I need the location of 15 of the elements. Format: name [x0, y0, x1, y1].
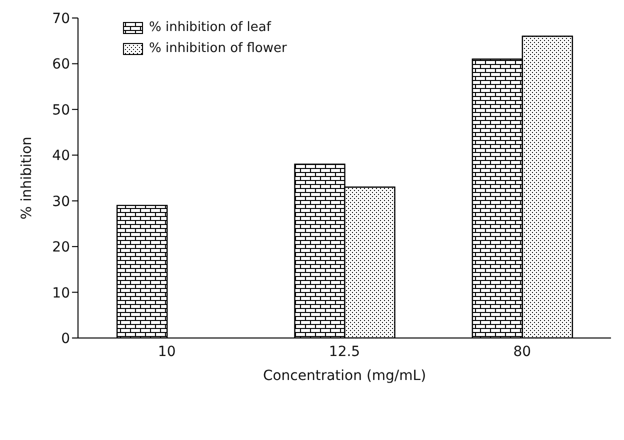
legend-label: % inhibition of flower	[149, 41, 287, 56]
x-tick-label: 80	[513, 344, 532, 360]
y-tick-label: 20	[52, 240, 70, 256]
y-tick-label: 10	[52, 285, 70, 302]
y-tick-label: 70	[52, 10, 70, 27]
x-tick-label: 12.5	[328, 344, 360, 360]
x-tick-label: 10	[158, 344, 176, 360]
y-tick-label: 0	[61, 330, 70, 347]
y-axis-title: % inhibition	[18, 136, 35, 220]
y-tick-label: 30	[52, 194, 70, 210]
legend-label: % inhibition of leaf	[149, 20, 271, 35]
y-tick-label: 50	[52, 102, 70, 118]
y-tick-label: 60	[52, 56, 70, 73]
x-axis-title: Concentration (mg/mL)	[262, 368, 426, 384]
y-tick-label: 40	[52, 148, 70, 164]
